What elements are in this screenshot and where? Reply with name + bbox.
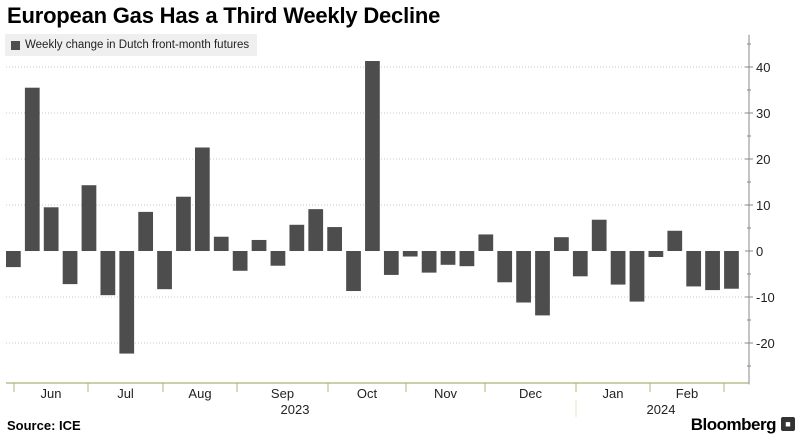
x-month-label: Jun bbox=[41, 386, 62, 401]
bar bbox=[6, 251, 21, 268]
x-month-label: Jul bbox=[117, 386, 134, 401]
bar bbox=[478, 234, 494, 251]
bar bbox=[327, 227, 342, 251]
bar bbox=[572, 251, 588, 277]
terminal-icon: ■ bbox=[781, 417, 795, 431]
bar bbox=[402, 251, 418, 257]
bar bbox=[138, 211, 154, 251]
bar bbox=[157, 251, 172, 290]
x-month-label: Jan bbox=[603, 386, 624, 401]
bar bbox=[24, 87, 40, 251]
legend-label: Weekly change in Dutch front-month futur… bbox=[25, 39, 250, 51]
x-year-label: 2023 bbox=[281, 402, 310, 417]
bar bbox=[308, 209, 324, 251]
bar bbox=[497, 251, 513, 283]
bar bbox=[194, 147, 210, 251]
bar bbox=[383, 251, 399, 275]
y-tick-label: 0 bbox=[756, 244, 763, 259]
source-note: Source: ICE bbox=[7, 418, 81, 433]
y-tick-label: -20 bbox=[756, 336, 775, 351]
bar bbox=[346, 251, 361, 292]
bar bbox=[591, 219, 607, 251]
bar bbox=[667, 230, 683, 251]
bar bbox=[100, 251, 116, 296]
bar bbox=[270, 251, 286, 266]
legend-swatch bbox=[11, 40, 20, 50]
chart-title: European Gas Has a Third Weekly Decline bbox=[7, 3, 441, 28]
bar bbox=[610, 251, 626, 285]
x-month-label: Sep bbox=[271, 386, 294, 401]
legend: Weekly change in Dutch front-month futur… bbox=[5, 34, 258, 56]
bar bbox=[724, 251, 739, 289]
bar bbox=[421, 251, 437, 273]
bar bbox=[62, 251, 78, 285]
bar bbox=[232, 251, 248, 271]
bar bbox=[459, 251, 475, 267]
x-month-label: Oct bbox=[357, 386, 378, 401]
bar bbox=[629, 251, 645, 302]
bar bbox=[516, 251, 531, 303]
brand-logo: Bloomberg bbox=[690, 415, 777, 434]
bar bbox=[119, 251, 135, 354]
bar bbox=[440, 251, 456, 265]
x-month-label: Feb bbox=[676, 386, 698, 401]
bar bbox=[289, 224, 305, 251]
bar bbox=[365, 61, 380, 251]
bar bbox=[176, 196, 191, 251]
x-year-label: 2024 bbox=[647, 402, 676, 417]
y-tick-label: 30 bbox=[756, 106, 770, 121]
bar bbox=[554, 237, 569, 251]
bar bbox=[705, 251, 720, 291]
x-month-label: Aug bbox=[188, 386, 211, 401]
y-tick-label: 10 bbox=[756, 198, 770, 213]
bar bbox=[43, 207, 59, 251]
y-tick-label: -10 bbox=[756, 290, 775, 305]
bar bbox=[81, 185, 97, 251]
bar bbox=[251, 239, 267, 251]
bar bbox=[648, 251, 664, 257]
bar bbox=[686, 251, 702, 287]
bar bbox=[213, 236, 229, 251]
y-tick-label: 40 bbox=[756, 60, 770, 75]
x-month-label: Dec bbox=[519, 386, 543, 401]
bar bbox=[535, 251, 550, 316]
x-month-label: Nov bbox=[434, 386, 458, 401]
y-tick-label: 20 bbox=[756, 152, 770, 167]
